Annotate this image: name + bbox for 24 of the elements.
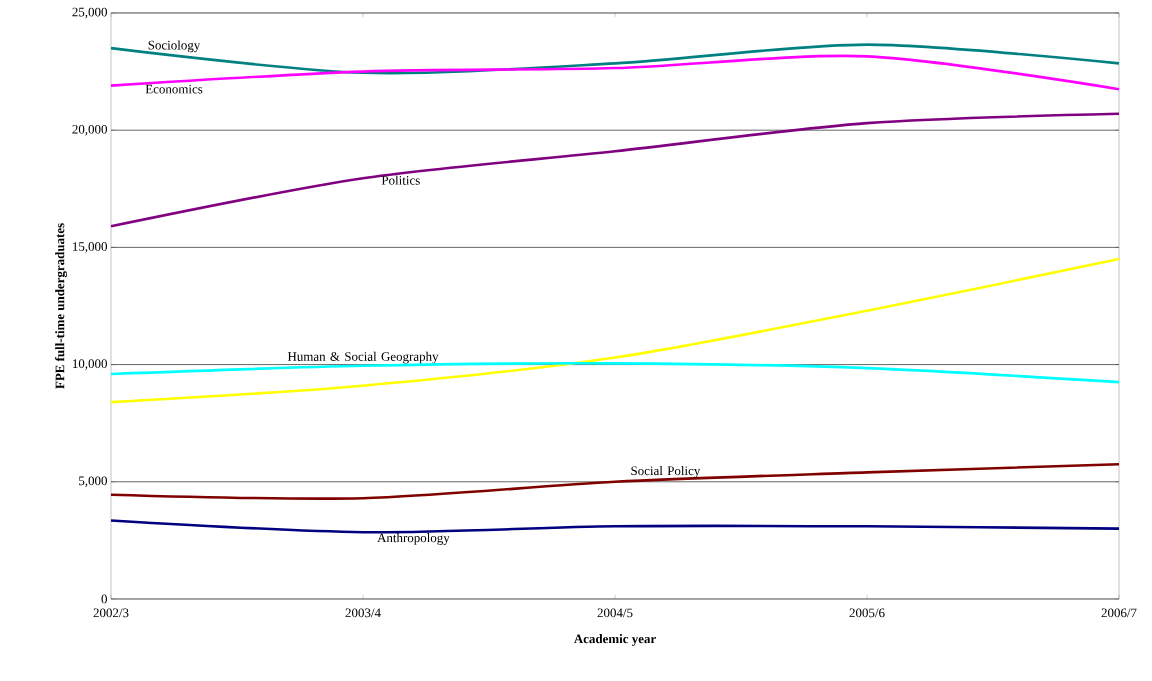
line-series — [109, 112, 1121, 228]
y-tick-label: 20,000 — [72, 124, 107, 136]
series-label: Social Policy — [631, 466, 701, 478]
y-tick-label: 10,000 — [73, 359, 107, 370]
line-series — [109, 462, 1121, 500]
x-axis-title: Academic year — [573, 634, 656, 646]
line-series — [109, 362, 1121, 384]
y-tick-label: 15,000 — [73, 242, 107, 253]
series-label: Human & Social Geography — [287, 351, 439, 364]
x-tick-label: 2005/6 — [849, 608, 885, 618]
y-axis-title: FPE full-time undergraduates — [55, 223, 68, 389]
line-series — [109, 519, 1121, 534]
series-label: Politics — [381, 175, 420, 185]
series-label: Anthropology — [377, 533, 450, 545]
line-series — [109, 257, 1121, 404]
y-tick-label: 0 — [101, 594, 107, 604]
series-label: Sociology — [148, 40, 201, 53]
y-tick-label: 5,000 — [79, 476, 107, 488]
series-label: Economics — [145, 84, 203, 94]
y-tick-label: 25,000 — [72, 7, 107, 19]
x-tick-label: 2006/7 — [1101, 608, 1137, 618]
x-tick-label: 2002/3 — [93, 608, 129, 618]
x-tick-label: 2004/5 — [597, 608, 633, 618]
x-tick-label: 2003/4 — [345, 608, 381, 618]
